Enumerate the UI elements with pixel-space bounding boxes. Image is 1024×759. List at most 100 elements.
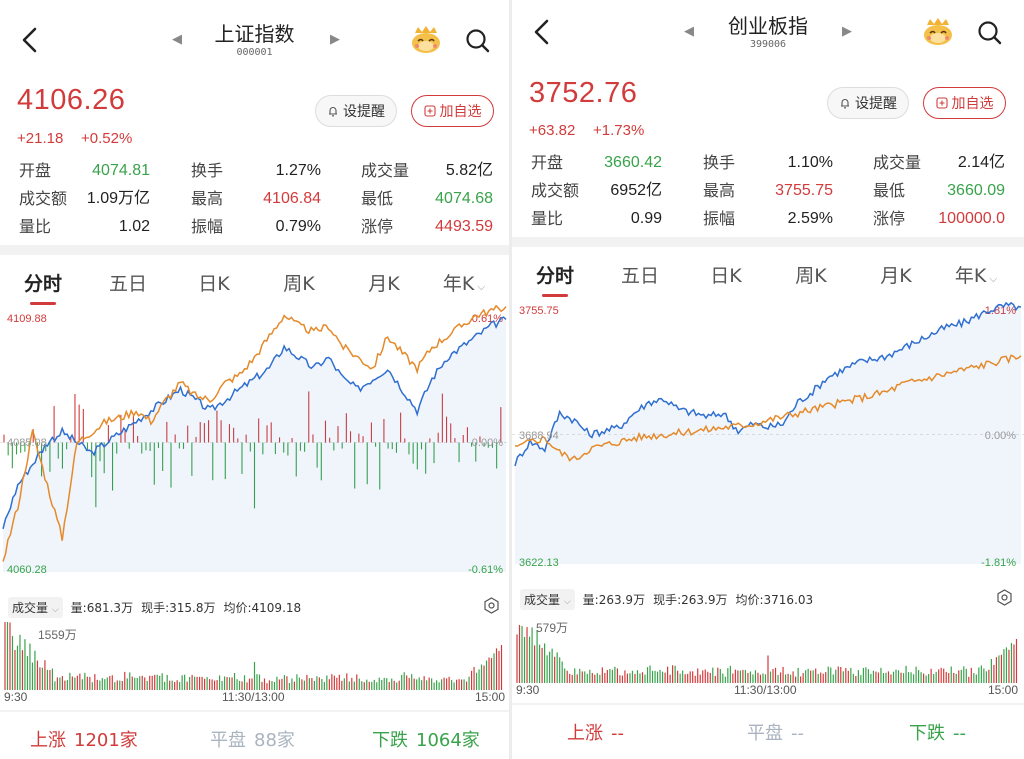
search-icon[interactable]	[465, 28, 491, 54]
back-arrow-icon[interactable]	[18, 26, 42, 54]
price-area	[3, 317, 506, 572]
bell-icon	[329, 107, 337, 117]
breadth-value: 1201家	[74, 730, 138, 751]
pct-axis-mid: 0.00%	[984, 430, 1016, 442]
chevron-down-icon: ⌵	[51, 605, 59, 615]
tab-label: 周K	[283, 273, 315, 295]
tab-4[interactable]: 月K	[354, 269, 414, 296]
tab-label: 分时	[23, 273, 62, 295]
stat-label: 振幅	[703, 209, 736, 228]
stat-0-0: 开盘 3660.42	[531, 151, 662, 175]
tab-1[interactable]: 五日	[610, 261, 670, 288]
breadth-label: 上涨	[30, 730, 66, 751]
tab-label: 月K	[880, 265, 912, 287]
breadth-label: 平盘	[747, 723, 783, 744]
index-code: 399006	[749, 39, 787, 50]
stat-value: 2.59%	[787, 210, 833, 227]
price-area	[515, 302, 1021, 564]
next-triangle-icon[interactable]: ▶	[330, 32, 340, 47]
tab-3[interactable]: 周K	[781, 261, 841, 288]
divider	[512, 237, 1024, 247]
volume-selector[interactable]: 成交量 ⌵	[8, 597, 63, 618]
tab-3[interactable]: 周K	[269, 269, 329, 296]
tab-4[interactable]: 月K	[866, 261, 926, 288]
volume-chart	[516, 624, 1018, 683]
search-icon[interactable]	[977, 20, 1003, 46]
breadth-label: 上涨	[567, 723, 603, 744]
back-arrow-icon[interactable]	[530, 18, 554, 46]
tab-label: 周K	[795, 265, 827, 287]
set-alert-button[interactable]: 设提醒	[315, 95, 397, 127]
current-price: 3752.76	[529, 77, 638, 109]
stat-label: 换手	[703, 153, 736, 172]
next-triangle-icon[interactable]: ▶	[842, 24, 852, 39]
breadth-item: 上涨 --	[567, 719, 624, 745]
stat-label: 开盘	[19, 161, 52, 180]
time-start: 9:30	[516, 683, 540, 697]
stat-value: 1.09万亿	[86, 190, 150, 207]
plus-box-icon	[423, 105, 436, 117]
stat-label: 成交额	[531, 181, 580, 200]
breadth-item: 上涨 1201家	[30, 726, 138, 752]
mascot-icon[interactable]	[409, 25, 443, 55]
breadth-item: 平盘 --	[747, 719, 804, 745]
tab-5[interactable]: 年K ⌵	[946, 261, 1006, 288]
stat-label: 成交额	[19, 189, 68, 208]
breadth-label: 平盘	[210, 730, 246, 751]
breadth-item: 下跌 1064家	[372, 726, 480, 752]
price-line	[2, 316, 507, 530]
tab-2[interactable]: 日K	[184, 269, 244, 296]
stat-value: 1.02	[118, 218, 150, 235]
settings-icon[interactable]	[483, 597, 500, 614]
prev-triangle-icon[interactable]: ◀	[172, 32, 182, 47]
volume-selector-label: 成交量	[524, 593, 561, 607]
market-breadth: 上涨 1201家 平盘 88家 下跌 1064家	[0, 726, 509, 752]
add-watchlist-button[interactable]: 加自选	[923, 87, 1006, 119]
stat-0-1: 换手 1.27%	[191, 159, 321, 183]
stat-label: 振幅	[191, 217, 224, 236]
stat-value: 4074.81	[92, 162, 150, 179]
volume-selector[interactable]: 成交量 ⌵	[520, 589, 575, 610]
page-title: 创业板指	[728, 14, 808, 38]
mascot-icon[interactable]	[921, 17, 955, 47]
avg-price-value: 均价:3716.03	[735, 593, 814, 607]
stat-value: 5.82亿	[445, 162, 493, 179]
tab-label: 月K	[368, 273, 400, 295]
breadth-label: 下跌	[372, 730, 408, 751]
set-alert-button[interactable]: 设提醒	[827, 87, 909, 119]
tab-1[interactable]: 五日	[98, 269, 158, 296]
stat-label: 换手	[191, 161, 224, 180]
breadth-value: --	[791, 723, 804, 744]
tab-label: 年K	[954, 265, 987, 287]
stat-value: 6952亿	[610, 182, 662, 199]
stat-label: 最高	[703, 181, 736, 200]
current-price: 4106.26	[17, 84, 126, 116]
stat-label: 量比	[19, 217, 52, 236]
stat-2-0: 量比 0.99	[531, 207, 662, 231]
volume-value: 量:681.3万	[70, 601, 134, 615]
breadth-value: --	[611, 723, 624, 744]
prev-triangle-icon[interactable]: ◀	[684, 24, 694, 39]
divider	[512, 703, 1024, 705]
price-axis-mid: 4085.08	[7, 437, 47, 449]
stat-label: 最高	[191, 189, 224, 208]
price-change-pct: +1.73%	[593, 122, 645, 139]
tab-5[interactable]: 年K ⌵	[434, 269, 494, 296]
breadth-item: 下跌 --	[909, 719, 966, 745]
period-tabs: 分时 五日 日K 周K 月K 年K ⌵	[0, 269, 509, 305]
tab-0[interactable]: 分时	[525, 261, 585, 297]
price-axis-mid: 3688.94	[519, 430, 559, 442]
tab-0[interactable]: 分时	[13, 269, 73, 305]
price-axis-low: 3622.13	[519, 557, 559, 569]
settings-icon[interactable]	[996, 589, 1013, 606]
add-watchlist-button[interactable]: 加自选	[411, 95, 494, 127]
stat-value: 1.27%	[275, 162, 321, 179]
tab-label: 分时	[535, 265, 574, 287]
market-breadth: 上涨 -- 平盘 -- 下跌 --	[512, 719, 1024, 745]
divider	[0, 710, 509, 712]
tab-2[interactable]: 日K	[696, 261, 756, 288]
average-line	[514, 354, 1022, 462]
stat-label: 涨停	[361, 217, 394, 236]
breadth-value: 88家	[254, 730, 295, 751]
stat-value: 0.79%	[275, 218, 321, 235]
